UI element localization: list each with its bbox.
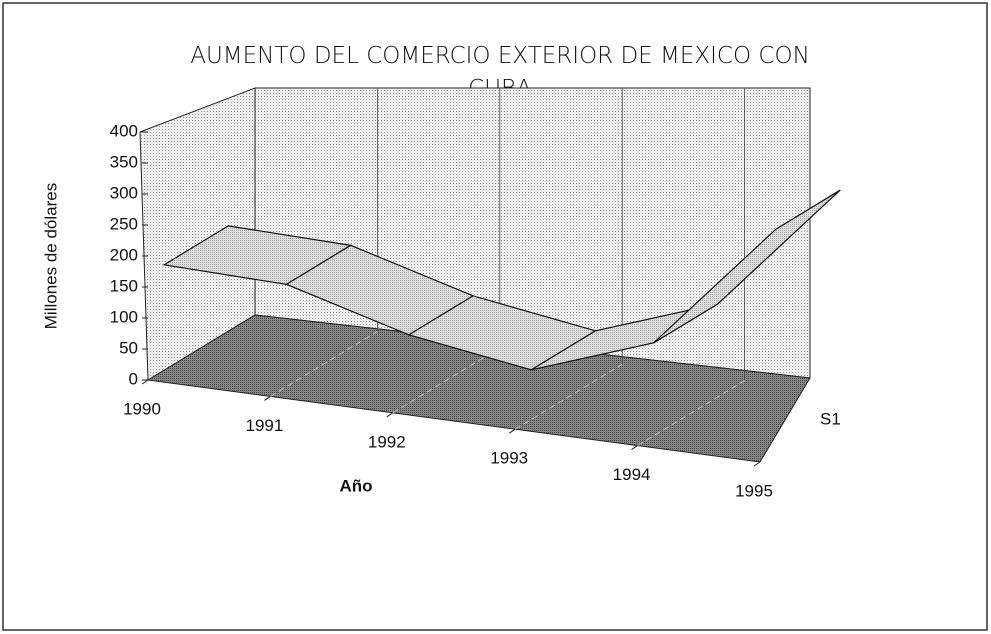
x-tick bbox=[508, 428, 516, 434]
y-tick-label: 300 bbox=[110, 183, 138, 202]
floor-line bbox=[637, 380, 745, 447]
y-tick-label: 250 bbox=[110, 214, 138, 233]
y-tick-label: 0 bbox=[129, 369, 138, 388]
x-tick-label: 1992 bbox=[368, 432, 406, 451]
y-tick-label: 150 bbox=[110, 276, 138, 295]
x-tick-label: 1993 bbox=[490, 449, 528, 468]
x-tick bbox=[264, 395, 271, 401]
x-tick-label: 1990 bbox=[123, 399, 161, 418]
y-tick-label: 400 bbox=[110, 121, 138, 140]
floor-line bbox=[514, 363, 623, 430]
floor bbox=[146, 314, 811, 463]
x-tick bbox=[386, 412, 394, 418]
y-tick-label: 200 bbox=[110, 245, 138, 264]
ribbon-segment bbox=[653, 189, 841, 344]
x-axis-label: Año bbox=[339, 476, 372, 495]
y-tick-label: 350 bbox=[110, 152, 138, 171]
series-label: S1 bbox=[820, 409, 841, 428]
x-tick bbox=[631, 445, 638, 451]
title-text: AUMENTO DEL COMERCIO EXTERIOR DE MEXICO … bbox=[190, 43, 810, 69]
floor-line bbox=[270, 330, 378, 397]
y-axis-label: Millones de dólares bbox=[41, 183, 60, 329]
x-tick-label: 1991 bbox=[245, 416, 283, 435]
floor-line bbox=[392, 347, 501, 414]
x-tick-label: 1994 bbox=[613, 465, 651, 484]
x-tick bbox=[141, 379, 149, 385]
x-tick bbox=[753, 461, 761, 467]
y-tick-label: 50 bbox=[119, 338, 138, 357]
x-tick-label: 1995 bbox=[735, 481, 773, 500]
y-tick-label: 100 bbox=[110, 307, 138, 326]
